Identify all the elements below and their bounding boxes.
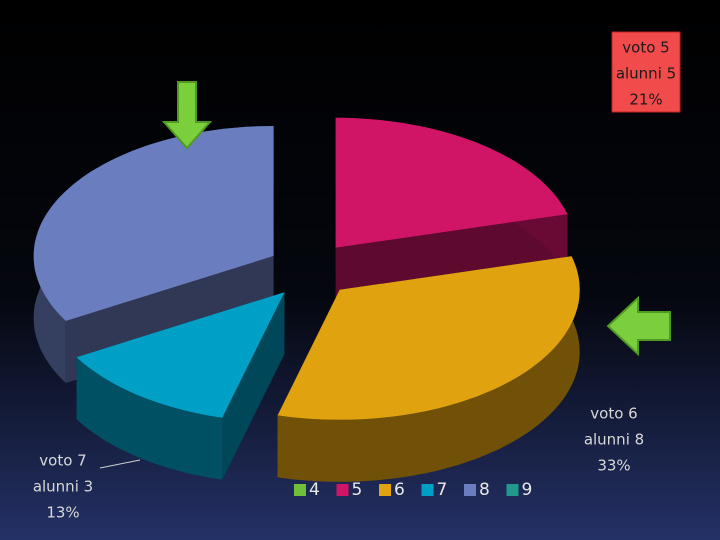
data-label: alunni 8 bbox=[584, 431, 644, 449]
slice bbox=[33, 126, 274, 321]
pie bbox=[33, 117, 580, 482]
slice-wall bbox=[277, 256, 580, 482]
data-label: 33% bbox=[597, 457, 630, 475]
legend-swatch bbox=[421, 484, 434, 496]
data-label: voto 6 bbox=[590, 405, 637, 423]
label-box bbox=[611, 31, 681, 113]
legend-swatch bbox=[464, 484, 476, 496]
arrow-down bbox=[161, 81, 213, 150]
legend-label: 5 bbox=[352, 480, 363, 500]
slice-wall bbox=[76, 357, 223, 480]
data-label: voto 7 bbox=[39, 452, 86, 470]
legend-label: 4 bbox=[309, 480, 320, 500]
slice bbox=[277, 256, 580, 420]
data-labels: voto 5 alunni 5 21% voto 6 alunni 8 33% voto 7… bbox=[33, 39, 676, 522]
legend-label: 7 bbox=[437, 480, 448, 500]
legend: 4 5 6 7 8 9 bbox=[294, 480, 532, 500]
data-label: 21% bbox=[629, 91, 662, 109]
data-label: 13% bbox=[46, 504, 79, 522]
legend-swatch bbox=[379, 484, 391, 496]
leader-line bbox=[99, 459, 141, 469]
legend-label: 8 bbox=[479, 480, 490, 500]
legend-swatch bbox=[294, 484, 306, 496]
legend-label: 9 bbox=[522, 480, 533, 500]
arrow-left bbox=[606, 295, 671, 357]
legend-label: 6 bbox=[394, 480, 405, 500]
slice bbox=[335, 117, 568, 248]
data-label: alunni 3 bbox=[33, 478, 93, 496]
data-label: voto 5 bbox=[622, 39, 669, 57]
slice bbox=[76, 292, 285, 418]
legend-swatch bbox=[336, 484, 349, 496]
data-label: alunni 5 bbox=[616, 65, 676, 83]
legend-swatch bbox=[506, 484, 519, 496]
